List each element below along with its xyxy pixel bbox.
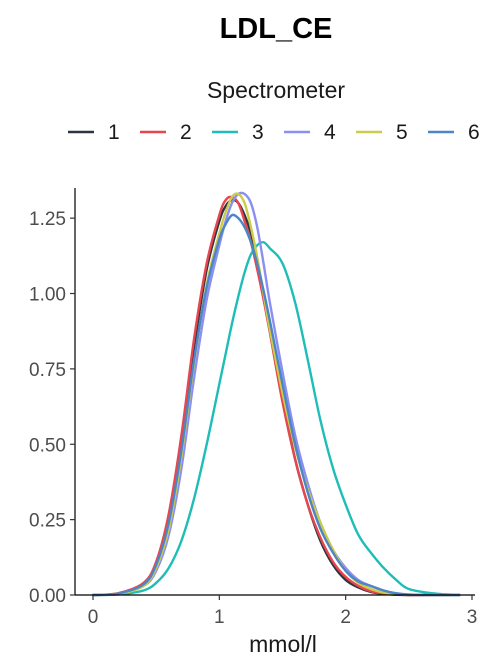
y-tick-label: 1.00 xyxy=(29,285,66,306)
legend: 1 2 3 4 5 6 xyxy=(68,121,480,144)
y-ticks: 0.00 0.25 0.50 0.75 1.00 1.25 xyxy=(29,209,75,607)
x-ticks: 0 1 2 3 xyxy=(88,595,478,628)
x-tick-label: 3 xyxy=(467,607,478,628)
plot-area: 0.00 0.25 0.50 0.75 1.00 1.25 0 1 2 3 xyxy=(29,188,477,628)
series-layer xyxy=(91,191,461,597)
x-tick-label: 0 xyxy=(88,607,99,628)
series-line-6 xyxy=(91,213,461,597)
legend-label-3: 3 xyxy=(252,121,264,144)
y-tick-label: 0.00 xyxy=(29,586,66,607)
legend-label-5: 5 xyxy=(396,121,408,144)
y-tick-label: 0.25 xyxy=(29,511,66,532)
legend-label-2: 2 xyxy=(180,121,192,144)
legend-label-4: 4 xyxy=(324,121,336,144)
x-axis-title: mmol/l xyxy=(249,631,317,657)
x-tick-label: 2 xyxy=(340,607,351,628)
y-tick-label: 0.50 xyxy=(29,435,66,456)
legend-title: Spectrometer xyxy=(207,77,345,103)
chart-title: LDL_CE xyxy=(220,13,333,45)
series-line-1 xyxy=(91,198,461,597)
legend-label-1: 1 xyxy=(108,121,120,144)
series-line-2 xyxy=(91,195,461,597)
x-tick-label: 1 xyxy=(214,607,225,628)
series-line-3 xyxy=(91,240,461,597)
y-tick-label: 0.75 xyxy=(29,360,66,381)
y-tick-label: 1.25 xyxy=(29,209,66,230)
legend-label-6: 6 xyxy=(468,121,480,144)
